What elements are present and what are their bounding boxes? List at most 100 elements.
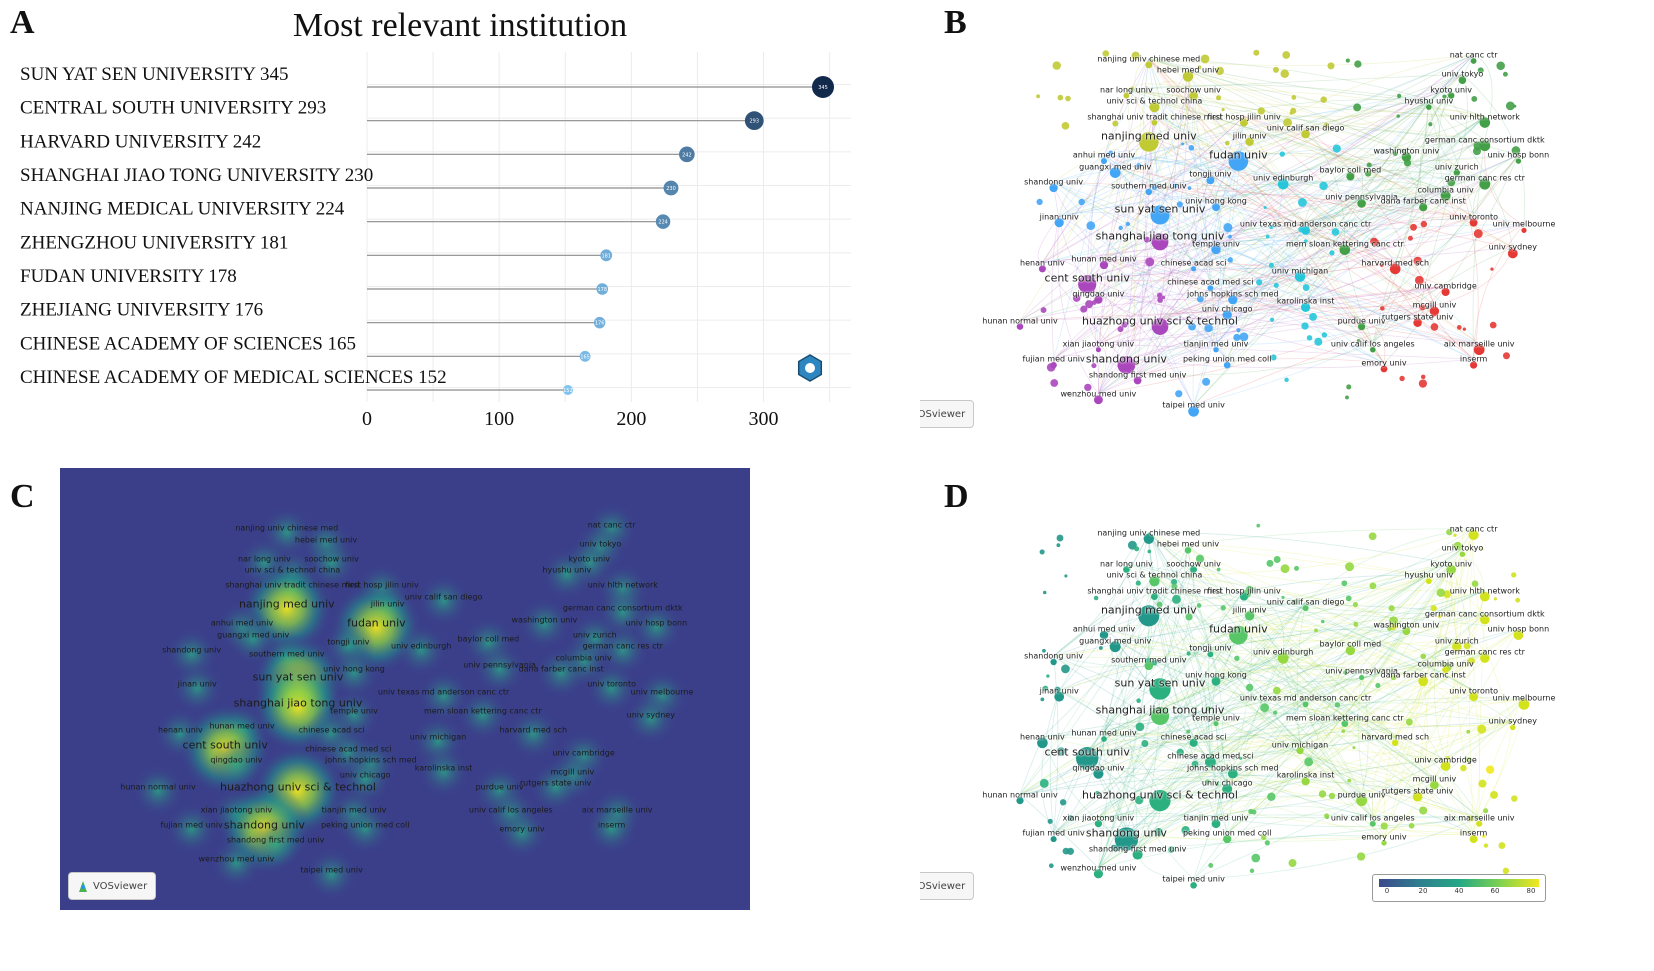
network-edge <box>1204 281 1228 360</box>
density-node-label: hebei med univ <box>294 535 358 545</box>
network-node <box>1184 547 1192 554</box>
network-edge <box>1053 89 1452 183</box>
network-edge <box>1344 216 1474 244</box>
network-node <box>1370 346 1376 353</box>
network-edge <box>1148 58 1429 102</box>
network-edge <box>1103 624 1284 653</box>
network-node <box>1118 225 1123 231</box>
network-edge <box>1207 648 1234 768</box>
network-node <box>1291 95 1297 100</box>
network-edge <box>1305 651 1486 776</box>
network-node <box>1453 169 1461 176</box>
density-blob <box>417 574 470 627</box>
network-nodes <box>1016 49 1527 417</box>
network-edge <box>1019 574 1155 795</box>
network-edge <box>1305 769 1418 792</box>
network-node <box>1171 583 1178 590</box>
network-edge <box>1215 663 1446 718</box>
network-nodes <box>1016 523 1530 889</box>
network-edge <box>1137 343 1217 376</box>
colorbar-ticks: 0 20 40 60 80 <box>1379 887 1539 897</box>
network-edge <box>1226 116 1486 310</box>
network-node <box>1453 541 1462 551</box>
network-edge <box>1053 154 1105 360</box>
network-edge <box>1053 270 1301 360</box>
network-edge <box>1210 744 1301 757</box>
network-edge <box>1232 640 1458 769</box>
network-node <box>1110 844 1118 851</box>
network-edge <box>1053 181 1385 364</box>
network-edge <box>1478 721 1514 818</box>
network-edge <box>1053 544 1189 657</box>
network-edge <box>1159 721 1513 795</box>
network-edge <box>1115 563 1452 641</box>
network-node <box>1188 144 1195 151</box>
network-edge <box>1053 655 1480 819</box>
density-node-label: german canc res ctr <box>582 641 663 651</box>
network-edge <box>1098 648 1211 868</box>
network-node <box>1466 729 1471 734</box>
network-node <box>1368 532 1377 541</box>
lollipop-dot <box>579 350 591 362</box>
network-node <box>1136 698 1141 704</box>
network-node <box>1300 302 1311 312</box>
network-edge <box>1210 281 1480 345</box>
network-edge <box>1042 116 1245 264</box>
network-edge <box>1305 166 1458 302</box>
network-node <box>1353 621 1359 627</box>
network-edge <box>1148 532 1346 718</box>
network-edge <box>1305 697 1513 722</box>
network-edge <box>1042 189 1446 264</box>
network-node <box>1480 614 1490 625</box>
network-node <box>1269 225 1274 230</box>
network-node-label: xian jiaotong univ <box>1062 339 1135 349</box>
network-node <box>1281 595 1285 600</box>
network-edge <box>1115 100 1429 167</box>
network-edge <box>1103 563 1452 734</box>
network-edge <box>1154 574 1485 653</box>
network-node <box>1345 395 1349 400</box>
network-node <box>1100 158 1108 165</box>
network-edge <box>1098 285 1446 302</box>
network-edge <box>1053 640 1458 834</box>
panel-c-density-map: C nanjing univ chinese med hebei med univ… <box>0 468 760 918</box>
colorbar-tick-label: 20 <box>1418 887 1428 895</box>
network-edge <box>1422 100 1441 202</box>
network-node <box>1334 702 1341 708</box>
density-blob <box>249 818 302 870</box>
density-node-label: chinese acad med sci <box>305 744 392 754</box>
network-edge <box>1098 767 1418 792</box>
network-edge <box>1087 721 1513 753</box>
density-node-label: univ hosp bonn <box>625 618 688 628</box>
network-node <box>1216 567 1221 572</box>
density-node-label: shanghai univ tradit chinese med <box>225 580 360 590</box>
panel-a-letter: A <box>10 4 35 41</box>
network-edge <box>1098 814 1480 819</box>
network-edge <box>1103 73 1463 260</box>
network-node-label: shandong univ <box>1024 177 1084 187</box>
network-node <box>1150 593 1158 600</box>
density-blob <box>624 692 677 745</box>
network-node <box>1341 580 1348 587</box>
density-node-label: wenzhou med univ <box>198 854 275 864</box>
network-edge <box>1305 625 1407 776</box>
network-edge <box>1305 698 1446 761</box>
network-node-label: karolinska inst <box>1276 296 1335 306</box>
network-node <box>1197 65 1202 70</box>
network-node <box>1343 670 1348 675</box>
network-edge <box>1394 613 1486 738</box>
lollipop-dot <box>744 111 764 131</box>
network-edge <box>1159 697 1306 795</box>
network-edge <box>1148 58 1435 306</box>
network-edge <box>1019 736 1396 795</box>
network-edge <box>1372 789 1418 818</box>
network-edge <box>1098 640 1458 869</box>
network-edge <box>1126 563 1239 630</box>
network-node-label: wenzhou med univ <box>1060 863 1137 873</box>
density-node-label: mcgill univ <box>550 767 595 777</box>
network-edge <box>1098 197 1362 294</box>
network-edge <box>1057 216 1099 394</box>
network-edge <box>1148 532 1211 757</box>
network-edge <box>1098 89 1194 344</box>
network-node-label: univ calif san diego <box>1266 597 1345 607</box>
